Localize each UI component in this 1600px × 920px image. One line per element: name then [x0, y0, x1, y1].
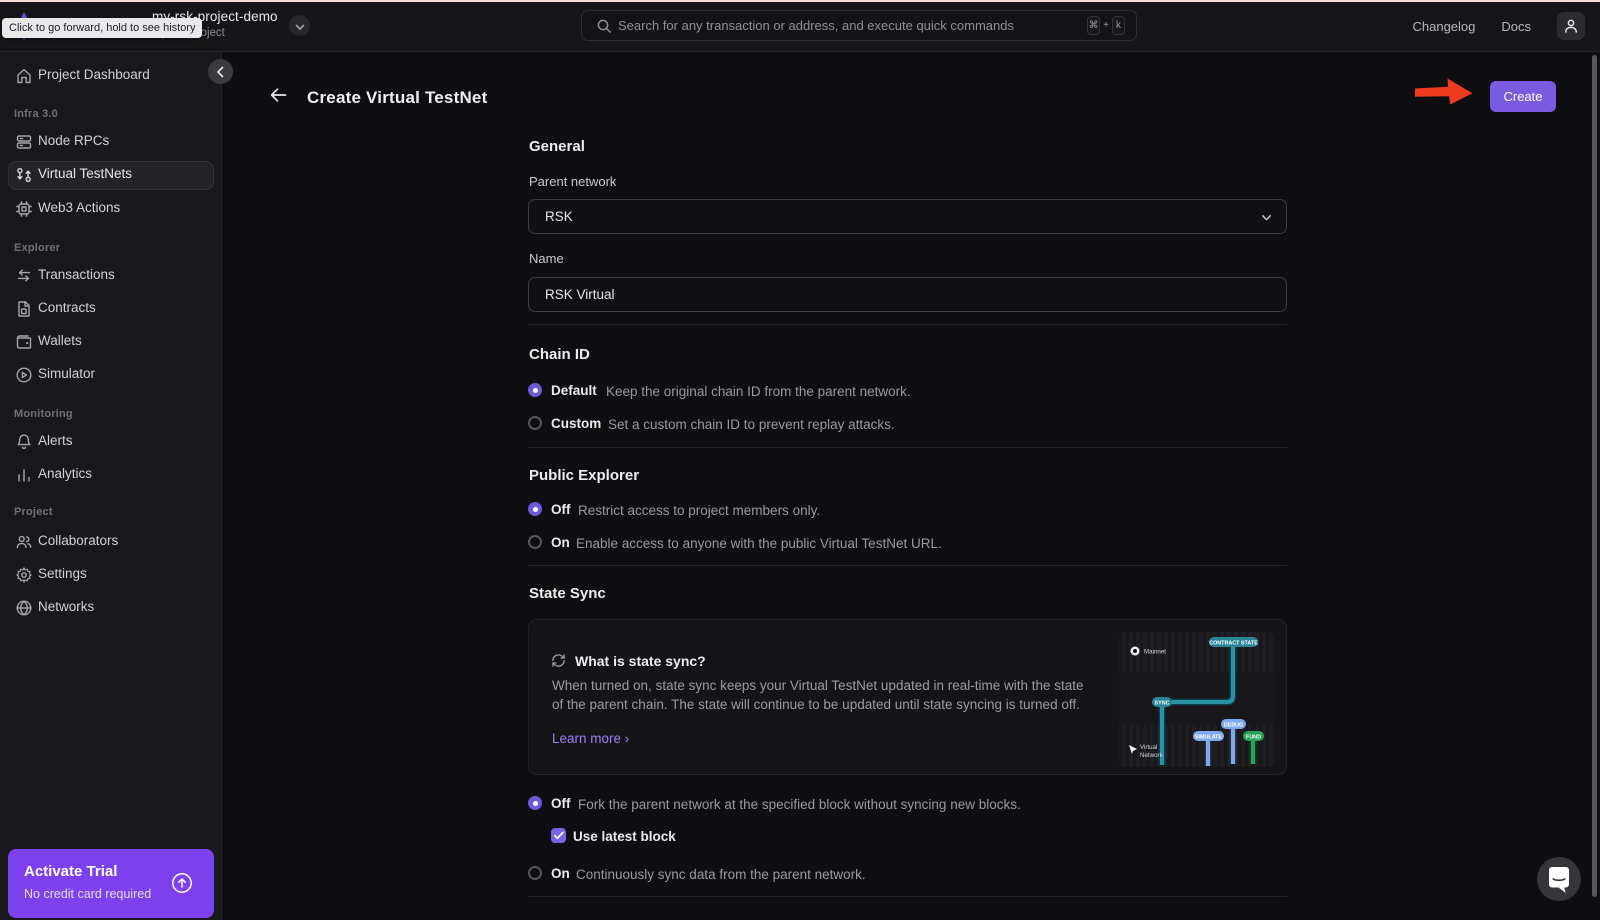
svg-text:Virtual: Virtual	[1140, 744, 1157, 751]
svg-text:CONTRACT STATE: CONTRACT STATE	[1209, 640, 1258, 646]
svg-text:SIMULATE: SIMULATE	[1195, 734, 1223, 740]
svg-text:Network: Network	[1140, 752, 1164, 759]
svg-text:DEBUG: DEBUG	[1224, 722, 1243, 728]
svg-text:SYNC: SYNC	[1155, 700, 1170, 706]
svg-text:FUND: FUND	[1246, 734, 1261, 740]
svg-text:Mainnet: Mainnet	[1144, 649, 1166, 656]
